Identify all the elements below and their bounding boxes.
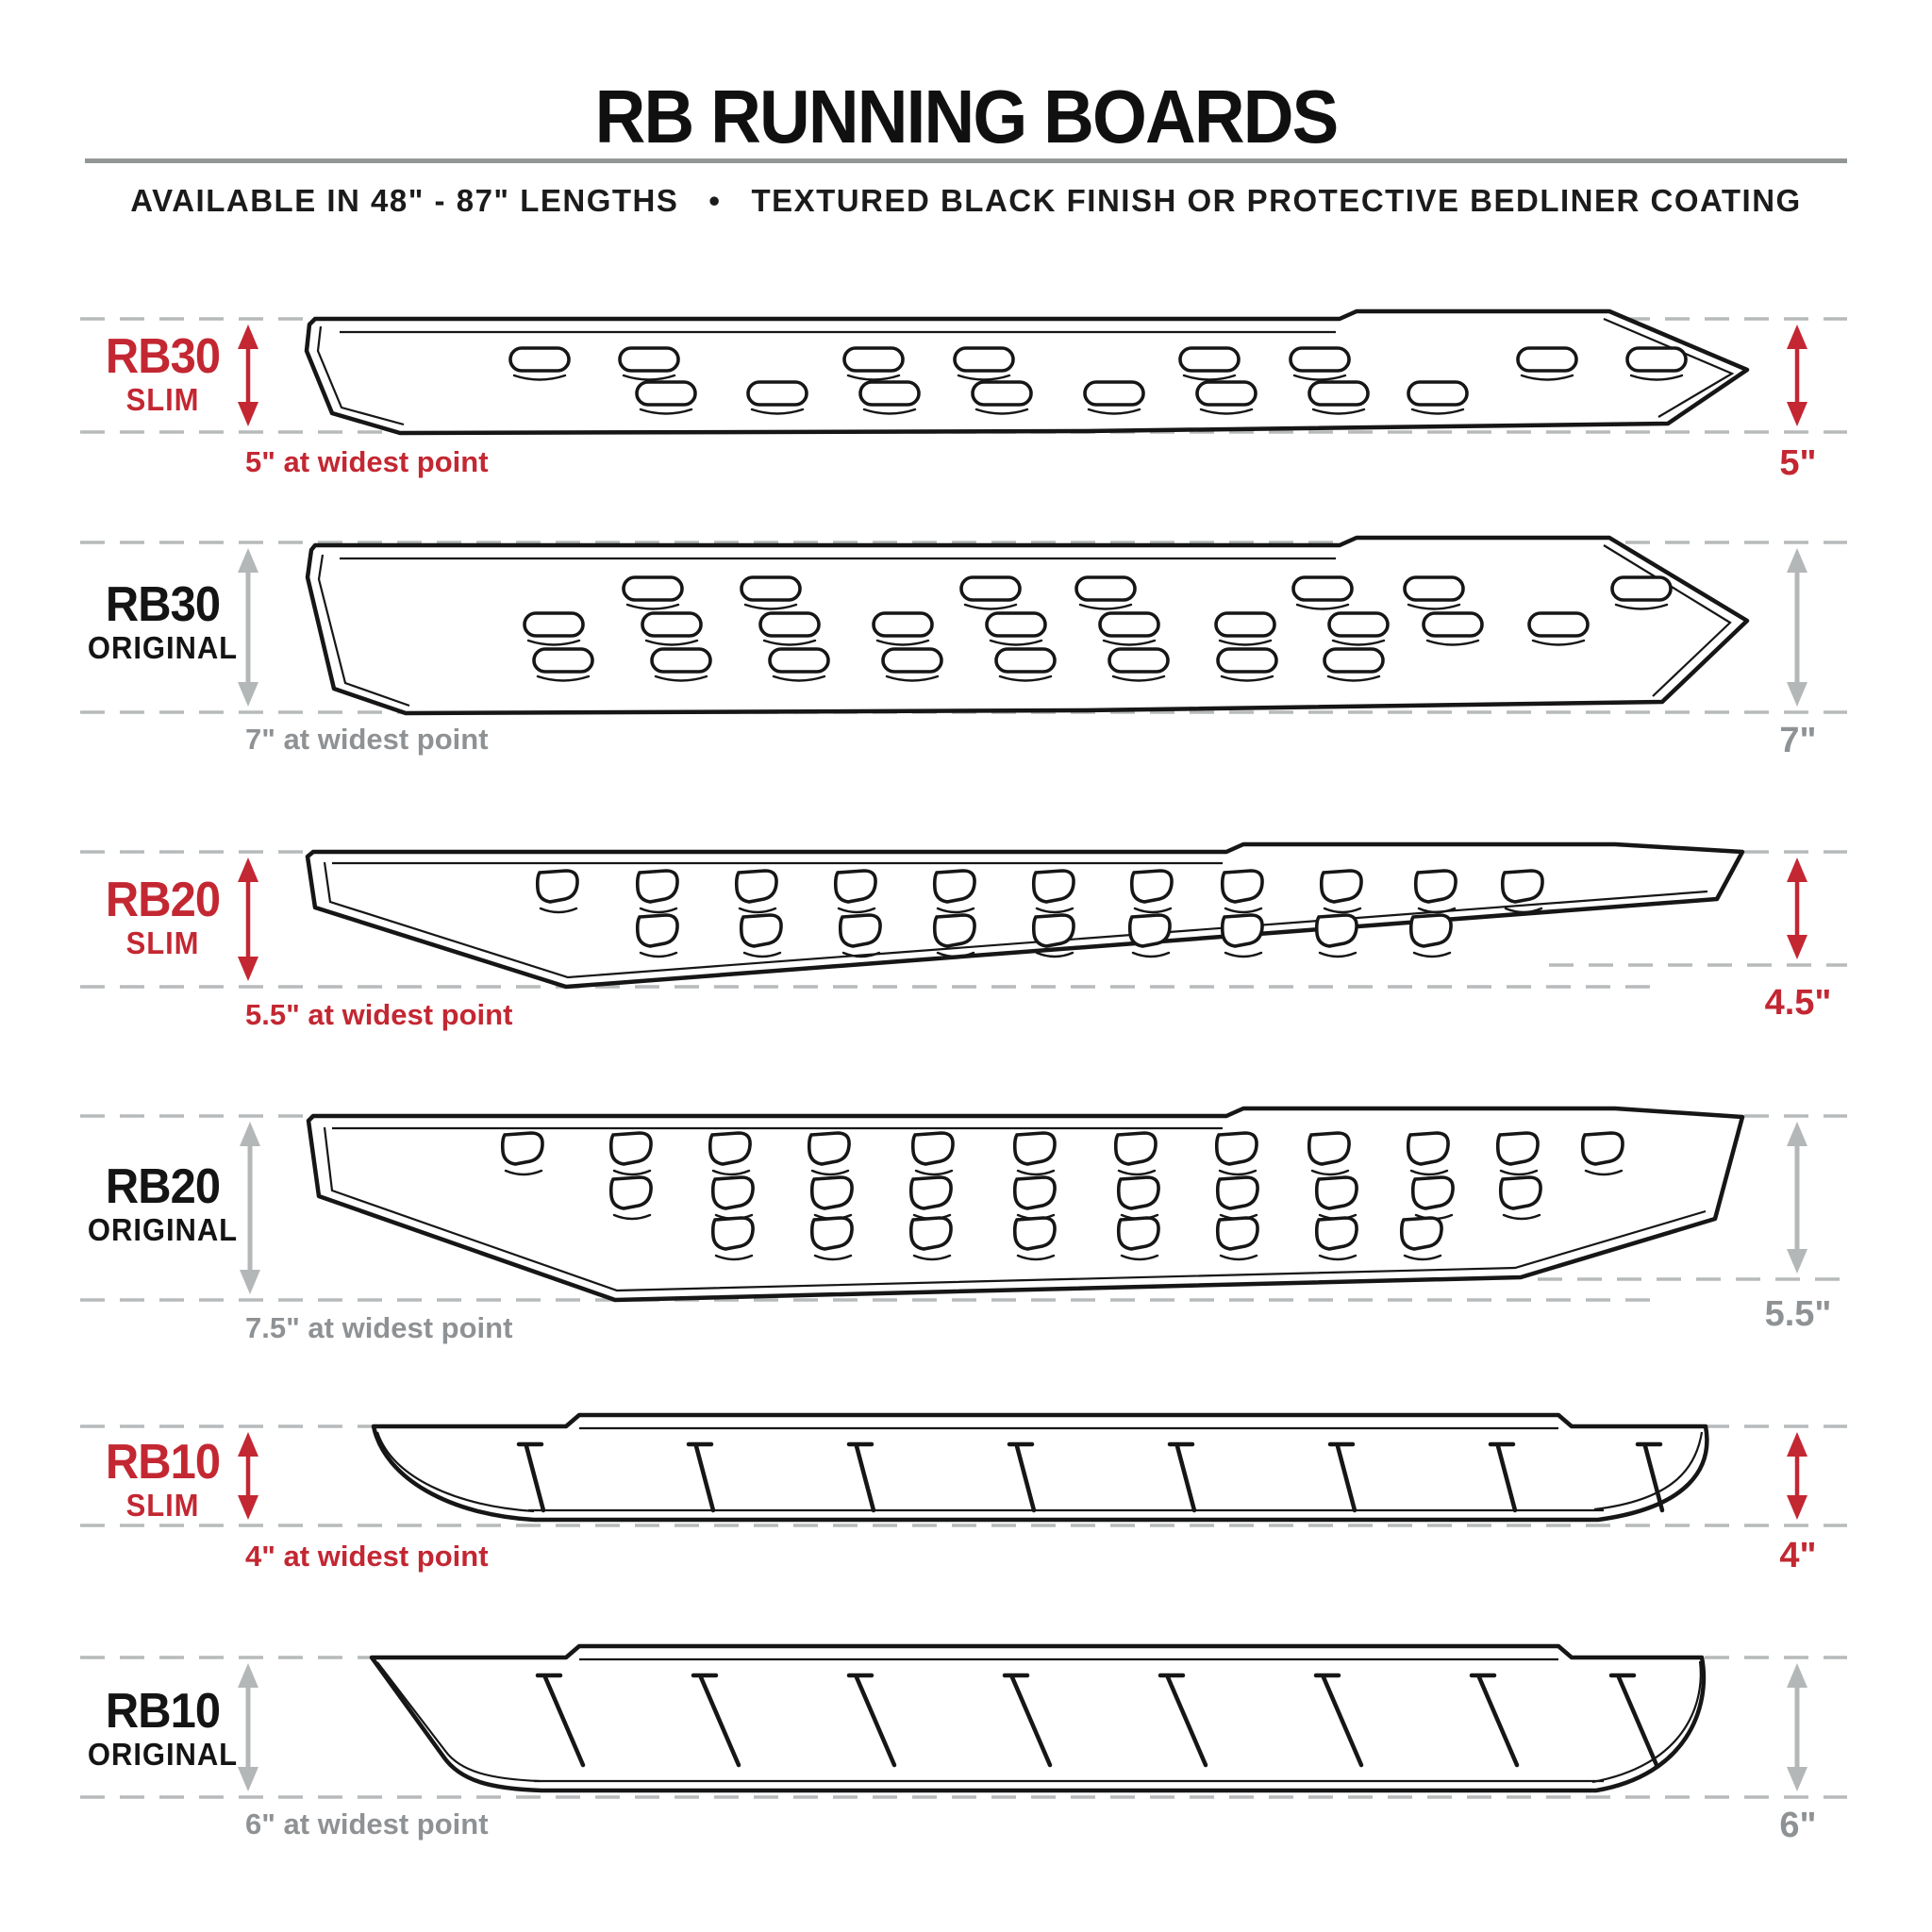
model-name: RB10 [105,1435,221,1490]
width-note-left: 5" at widest point [245,445,489,478]
page-subtitle: AVAILABLE IN 48" - 87" LENGTHS • TEXTURE… [130,183,1802,218]
row-label-rb30-slim: RB30 SLIM [0,332,325,419]
width-note-right: 5" [1779,443,1817,483]
width-note-left: 6" at widest point [245,1807,489,1840]
model-name: RB20 [105,1159,221,1214]
variant-name: SLIM [125,925,200,960]
board-outlines [304,308,1750,1793]
width-note-right: 4" [1779,1536,1817,1575]
rb10-slashes [516,1441,1665,1768]
width-note-right: 7" [1779,721,1817,760]
width-note-left: 7" at widest point [245,723,489,756]
row-label-rb20-slim: RB20 SLIM [0,875,325,962]
variant-name: ORIGINAL [87,1212,239,1247]
row-label-rb10-slim: RB10 SLIM [0,1438,325,1524]
rb30-slots [508,346,1688,682]
width-note-left: 4" at widest point [245,1540,489,1573]
width-note-left: 5.5" at widest point [245,998,513,1031]
rb20-holes [500,869,1624,1261]
page-title: RB RUNNING BOARDS [594,75,1340,158]
variant-name: ORIGINAL [87,1737,239,1772]
variant-name: SLIM [125,1488,200,1523]
model-name: RB30 [105,577,221,632]
variant-name: ORIGINAL [87,630,239,665]
width-note-right: 6" [1779,1806,1817,1845]
title-divider [85,158,1847,163]
model-name: RB30 [105,329,221,384]
dimension-arrows [238,325,1807,1791]
width-note-left: 7.5" at widest point [245,1311,513,1344]
width-note-right: 4.5" [1764,983,1832,1023]
row-label-rb30-original: RB30 ORIGINAL [0,580,325,667]
width-note-right: 5.5" [1764,1294,1832,1334]
variant-name: SLIM [125,382,200,417]
row-label-rb10-original: RB10 ORIGINAL [0,1687,325,1774]
row-label-rb20-original: RB20 ORIGINAL [0,1162,325,1249]
model-name: RB10 [105,1684,221,1739]
model-name: RB20 [105,873,221,927]
